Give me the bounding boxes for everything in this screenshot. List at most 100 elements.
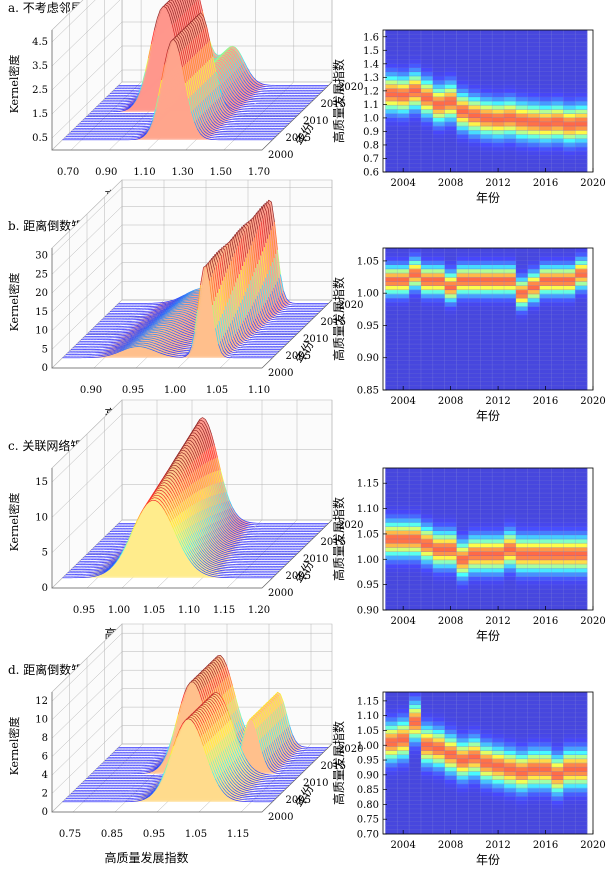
heatmap-cell: [444, 71, 457, 77]
heatmap-cell: [456, 46, 469, 52]
heatmap-cell: [468, 109, 481, 114]
z-tick-label: 4.5: [32, 37, 48, 48]
heatmap-cell: [432, 34, 445, 39]
heatmap-cell: [527, 113, 540, 118]
heatmap-cell: [421, 146, 434, 152]
heatmap-cell: [432, 42, 445, 47]
density-curve-segment: [226, 87, 231, 94]
density-curve-segment: [224, 72, 228, 79]
density-curve-segment: [144, 131, 148, 133]
density-curve-segment: [156, 9, 161, 19]
heatmap-cell: [432, 142, 445, 148]
heatmap-cell: [551, 130, 564, 135]
density-curve-segment: [206, 80, 211, 94]
heatmap-cell: [515, 42, 529, 47]
density-curve-segment: [228, 86, 233, 92]
density-curve-segment: [199, 50, 203, 67]
density-curve-segment: [223, 81, 228, 88]
heatmap-cell: [421, 121, 434, 127]
density-curve-segment: [203, 99, 207, 111]
density-curve-segment: [195, 73, 200, 89]
heatmap-cell: [527, 75, 540, 81]
density-curve-segment: [163, 5, 167, 9]
heatmap-cell: [444, 117, 457, 123]
heatmap-cell: [539, 96, 552, 102]
heatmap-cell: [551, 71, 564, 77]
heatmap-cell: [492, 155, 505, 160]
heatmap-cell: [563, 30, 576, 35]
heatmap-cell: [515, 59, 529, 64]
heatmap-cell: [480, 50, 493, 56]
heatmap-cell: [409, 46, 422, 52]
heatmap-cell: [575, 146, 588, 152]
heatmap-cell: [385, 113, 398, 118]
y-tick-label: 2000: [268, 150, 293, 161]
heatmap-cell: [575, 117, 588, 123]
heatmap-cell: [385, 38, 398, 43]
density-curve-segment: [236, 52, 241, 58]
heatmap-cell: [527, 134, 540, 139]
heatmap-x-axis-label: 年份: [476, 191, 500, 205]
heatmap-cell: [444, 55, 457, 60]
heatmap-cell: [397, 146, 410, 152]
density-curve-segment: [210, 115, 215, 121]
density-curve-segment: [214, 101, 219, 110]
heatmap-cell: [444, 46, 457, 52]
heatmap-cell: [444, 121, 457, 127]
heatmap-cell: [468, 101, 481, 106]
heatmap-cell: [397, 84, 410, 89]
heatmap-cell: [409, 130, 422, 135]
heatmap-cell: [515, 126, 529, 131]
density-curve-segment: [221, 67, 225, 73]
heatmap-cell: [575, 59, 588, 64]
heatmap-cell: [504, 146, 517, 152]
heatmap-cell: [468, 134, 481, 139]
heatmap-cell: [409, 155, 422, 160]
heatmap-cell: [563, 84, 576, 89]
density-curve-segment: [189, 43, 194, 58]
density-curve-segment: [241, 88, 245, 93]
density-curve-segment: [247, 88, 252, 92]
density-curve-segment: [229, 100, 233, 105]
heatmap-cell: [504, 42, 517, 47]
density-curve-segment: [234, 101, 238, 105]
heatmap-cell: [575, 55, 588, 60]
density-curve-segment: [226, 118, 230, 120]
density-curve-segment: [214, 66, 219, 71]
density-curve-segment: [196, 90, 201, 104]
heatmap-cell: [575, 96, 588, 102]
density-curve-segment: [242, 93, 247, 97]
density-curve-segment: [226, 55, 231, 60]
heatmap-cell: [551, 34, 564, 39]
density-curve-segment: [208, 95, 212, 106]
heatmap-cell: [421, 159, 434, 164]
density-curve-segment: [194, 38, 199, 53]
heatmap-cell: [432, 71, 445, 77]
heatmap-cell: [432, 55, 445, 60]
density-curve-segment: [214, 129, 219, 132]
density-curve-segment: [188, 8, 193, 22]
heatmap-cell: [515, 55, 529, 60]
heatmap-cell: [468, 67, 481, 73]
heatmap-cell: [563, 63, 576, 68]
density-curve-segment: [277, 313, 281, 316]
density-curve-segment: [237, 103, 241, 106]
density-curve-segment: [222, 65, 227, 72]
density-curve-segment: [190, 22, 194, 27]
density-curve-segment: [178, 18, 183, 31]
heatmap-y-tick-label: 1.3: [363, 73, 379, 84]
density-curve-segment: [213, 126, 217, 129]
heatmap-cell: [444, 151, 457, 156]
heatmap-cell: [504, 96, 517, 102]
density-curve-segment: [217, 117, 221, 121]
density-curve-segment: [216, 123, 221, 126]
density-curve-segment: [187, 304, 191, 306]
heatmap-cell: [563, 117, 576, 123]
density-curve-segment: [224, 110, 228, 114]
density-curve-segment: [190, 0, 194, 6]
heatmap-cell: [480, 163, 493, 169]
heatmap-cell: [397, 46, 410, 52]
density-curve-segment: [231, 91, 236, 96]
density-curve-segment: [195, 17, 199, 22]
density-curve-segment: [223, 58, 227, 63]
